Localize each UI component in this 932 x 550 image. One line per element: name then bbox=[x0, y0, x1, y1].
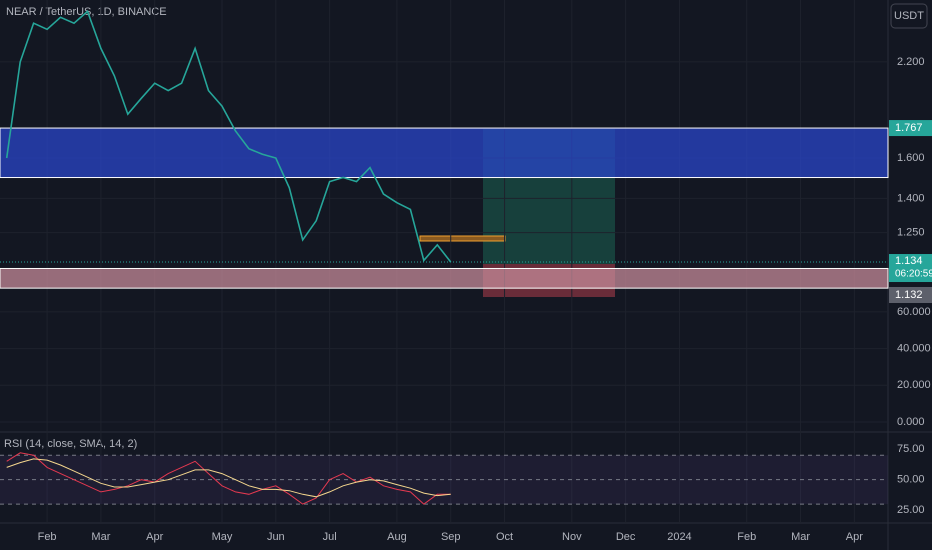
x-tick-label: Apr bbox=[846, 531, 863, 543]
y-tick-label: 2.200 bbox=[897, 56, 925, 68]
x-tick-label: Nov bbox=[562, 531, 582, 543]
series-line bbox=[6, 458, 451, 498]
zone bbox=[0, 127, 889, 179]
y-tick-label: 1.400 bbox=[897, 192, 925, 204]
y2-tick-label: 20.000 bbox=[897, 379, 931, 391]
target-tag bbox=[889, 120, 932, 137]
currency[interactable]: USDT bbox=[894, 10, 924, 22]
series-line bbox=[5, 10, 452, 263]
last-price-label: 1.134 bbox=[895, 255, 923, 267]
x-tick-label: Jul bbox=[323, 531, 337, 543]
currency-button[interactable] bbox=[890, 3, 928, 29]
x-tick-label: Mar bbox=[91, 531, 110, 543]
y2-tick-label: 60.000 bbox=[897, 306, 931, 318]
y2-tick-label: 40.000 bbox=[897, 343, 931, 355]
y-tick-label: 1.250 bbox=[897, 227, 925, 239]
stop-tag bbox=[889, 287, 932, 303]
x-tick-label: Aug bbox=[387, 531, 407, 543]
y2-tick-label: 0.000 bbox=[897, 416, 925, 428]
x-tick-label: Apr bbox=[146, 531, 163, 543]
rsi-tick-label: 25.00 bbox=[897, 504, 925, 516]
orange-box bbox=[419, 235, 506, 242]
x-tick-label: May bbox=[212, 531, 233, 543]
y-tick-label: 1.600 bbox=[897, 152, 925, 164]
x-tick-label: Feb bbox=[737, 531, 756, 543]
target-tag-label: 1.767 bbox=[895, 122, 923, 134]
last-price-tag bbox=[889, 254, 932, 283]
rsi-tick-label: 75.00 bbox=[897, 443, 925, 455]
x-tick-label: Dec bbox=[616, 531, 636, 543]
x-tick-label: Mar bbox=[791, 531, 810, 543]
rsi-tick-label: 50.00 bbox=[897, 474, 925, 486]
stop-tag-label: 1.132 bbox=[895, 289, 923, 301]
x-tick-label: Sep bbox=[441, 531, 461, 543]
x-tick-label: Oct bbox=[496, 531, 513, 543]
zone bbox=[0, 267, 889, 289]
x-tick-label: 2024 bbox=[667, 531, 691, 543]
countdown: 06:20:59 bbox=[895, 269, 932, 280]
x-tick-label: Jun bbox=[267, 531, 285, 543]
x-tick-label: Feb bbox=[38, 531, 57, 543]
series-line bbox=[6, 452, 451, 505]
rsi-title: RSI (14, close, SMA, 14, 2) bbox=[4, 438, 137, 450]
